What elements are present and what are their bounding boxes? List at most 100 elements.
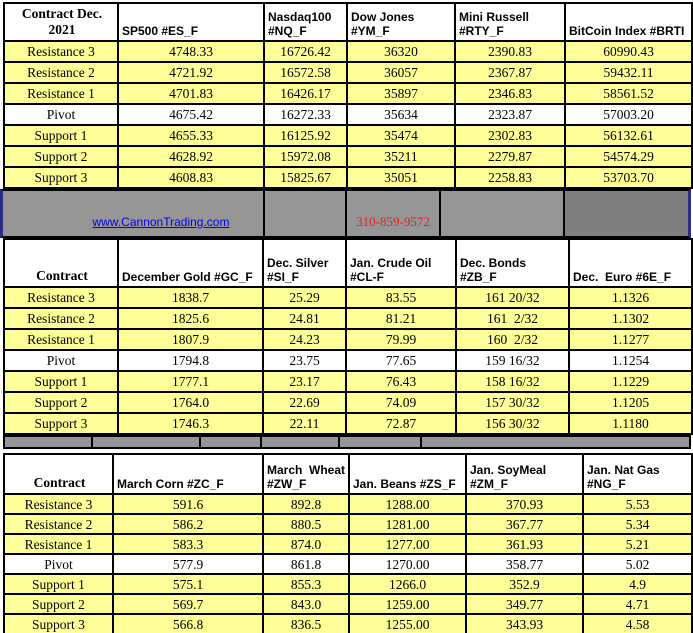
value-cell: 2346.83 (454, 82, 566, 106)
value-cell: 2323.87 (454, 103, 566, 127)
table-row: Support 1 1777.1 23.17 76.43 158 16/32 1.1229 (3, 370, 693, 394)
value-cell: 1825.6 (117, 307, 264, 331)
value-cell: 5.34 (582, 513, 693, 536)
value-cell: 24.23 (262, 328, 347, 352)
column-header-silver: Dec. Silver #SI_F (262, 238, 347, 289)
value-cell: 352.9 (465, 573, 584, 596)
value-cell: 58561.52 (564, 82, 693, 106)
value-cell: 23.17 (262, 370, 347, 394)
value-cell: 35211 (346, 145, 456, 169)
corner-header: Contract Dec. 2021 (3, 1, 119, 43)
table-row: Support 1 4655.33 16125.92 35474 2302.83 5613… (3, 124, 693, 148)
phone-number: 310-859-9572 (356, 213, 430, 229)
column-header-sp500: SP500 #ES_F (117, 1, 265, 43)
value-cell: 4701.83 (117, 82, 265, 106)
column-header-nasdaq: Nasdaq100 #NQ_F (263, 1, 348, 43)
banner-cell (263, 191, 345, 237)
value-cell: 77.65 (345, 349, 457, 373)
value-cell: 843.0 (262, 593, 350, 616)
metals-energy-table-body: Resistance 3 1838.7 25.29 83.55 161 20/32 1.1… (3, 286, 693, 436)
value-cell: 4655.33 (117, 124, 265, 148)
value-cell: 25.29 (262, 286, 347, 310)
value-cell: 83.55 (345, 286, 457, 310)
value-cell: 1.1277 (568, 328, 693, 352)
value-cell: 1746.3 (117, 412, 264, 436)
value-cell: 591.6 (112, 493, 264, 516)
row-label: Support 3 (3, 613, 114, 633)
table-row: Support 3 4608.83 15825.67 35051 2258.83 5370… (3, 166, 693, 190)
row-label: Resistance 1 (3, 328, 119, 352)
value-cell: 35897 (346, 82, 456, 106)
value-cell: 156 30/32 (455, 412, 570, 436)
value-cell: 577.9 (112, 553, 264, 576)
banner-row: www.CannonTrading.com 310-859-9572 (0, 189, 691, 239)
value-cell: 1807.9 (117, 328, 264, 352)
row-label: Support 1 (3, 124, 119, 148)
value-cell: 861.8 (262, 553, 350, 576)
column-header-bitcoin: BitCoin Index #BRTI (564, 1, 693, 43)
row-label: Resistance 3 (3, 286, 119, 310)
column-header-bonds: Dec. Bonds #ZB_F (455, 238, 570, 289)
row-label: Support 3 (3, 166, 119, 190)
separator-band (3, 435, 691, 450)
table-row: Resistance 2 4721.92 16572.58 36057 2367.87 5… (3, 61, 693, 85)
value-cell: 880.5 (262, 513, 350, 536)
value-cell: 892.8 (262, 493, 350, 516)
table-row: Resistance 1 583.3 874.0 1277.00 361.93 5.21 (3, 533, 693, 556)
table-row: Support 1 575.1 855.3 1266.0 352.9 4.9 (3, 573, 693, 596)
value-cell: 53703.70 (564, 166, 693, 190)
value-cell: 23.75 (262, 349, 347, 373)
header-row: Contract March Corn #ZC_F March Wheat #Z… (3, 453, 693, 496)
cannon-trading-link[interactable]: www.CannonTrading.com (92, 214, 230, 229)
corner-header: Contract (3, 238, 119, 289)
value-cell: 81.21 (345, 307, 457, 331)
column-header-euro: Dec. Euro #6E_F (568, 238, 693, 289)
value-cell: 1777.1 (117, 370, 264, 394)
grains-table: Contract March Corn #ZC_F March Wheat #Z… (3, 453, 693, 633)
banner-cell-phone: 310-859-9572 (345, 191, 439, 237)
value-cell: 343.93 (465, 613, 584, 633)
column-header-corn: March Corn #ZC_F (112, 453, 264, 496)
value-cell: 1.1254 (568, 349, 693, 373)
row-label: Resistance 2 (3, 61, 119, 85)
value-cell: 161 2/32 (455, 307, 570, 331)
row-label: Pivot (3, 103, 119, 127)
value-cell: 5.53 (582, 493, 693, 516)
value-cell: 36320 (346, 40, 456, 64)
column-header-russell: Mini Russell #RTY_F (454, 1, 566, 43)
value-cell: 575.1 (112, 573, 264, 596)
value-cell: 35634 (346, 103, 456, 127)
value-cell: 2258.83 (454, 166, 566, 190)
band-cell (338, 437, 420, 448)
value-cell: 583.3 (112, 533, 264, 556)
value-cell: 367.77 (465, 513, 584, 536)
value-cell: 59432.11 (564, 61, 693, 85)
value-cell: 4608.83 (117, 166, 265, 190)
value-cell: 586.2 (112, 513, 264, 536)
banner-cell-dark (563, 191, 688, 237)
value-cell: 566.8 (112, 613, 264, 633)
metals-energy-table: Contract December Gold #GC_F Dec. Silver… (3, 238, 693, 436)
value-cell: 1281.00 (348, 513, 467, 536)
value-cell: 160 2/32 (455, 328, 570, 352)
row-label: Resistance 2 (3, 513, 114, 536)
value-cell: 76.43 (345, 370, 457, 394)
value-cell: 72.87 (345, 412, 457, 436)
value-cell: 158 16/32 (455, 370, 570, 394)
table-row: Resistance 1 1807.9 24.23 79.99 160 2/32 1.12… (3, 328, 693, 352)
value-cell: 4628.92 (117, 145, 265, 169)
value-cell: 35474 (346, 124, 456, 148)
table-row: Pivot 4675.42 16272.33 35634 2323.87 57003.20 (3, 103, 693, 127)
banner-cell (439, 191, 563, 237)
value-cell: 24.81 (262, 307, 347, 331)
column-header-beans: Jan. Beans #ZS_F (348, 453, 467, 496)
row-label: Resistance 3 (3, 40, 119, 64)
value-cell: 22.11 (262, 412, 347, 436)
table-row: Resistance 3 1838.7 25.29 83.55 161 20/32 1.1… (3, 286, 693, 310)
column-header-natgas: Jan. Nat Gas #NG_F (582, 453, 693, 496)
banner-cell-link: www.CannonTrading.com (3, 191, 263, 236)
table-row: Pivot 577.9 861.8 1270.00 358.77 5.02 (3, 553, 693, 576)
table-row: Support 3 1746.3 22.11 72.87 156 30/32 1.1180 (3, 412, 693, 436)
table-row: Resistance 1 4701.83 16426.17 35897 2346.83 5… (3, 82, 693, 106)
value-cell: 4.9 (582, 573, 693, 596)
